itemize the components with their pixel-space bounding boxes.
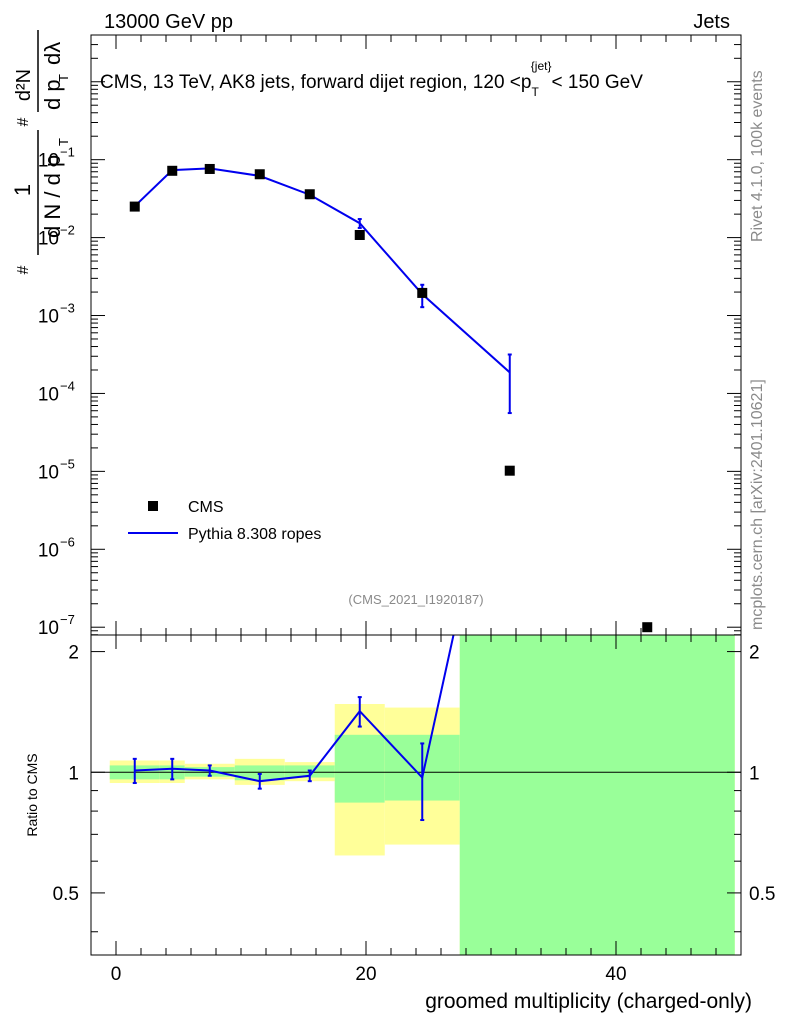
rivet-label: Rivet 4.1.0, 100k events xyxy=(749,70,766,242)
ratio-y-axis-label: Ratio to CMS xyxy=(24,753,40,836)
main-y-tick-label: 10 xyxy=(38,307,59,328)
ratio-band-green xyxy=(234,765,285,781)
ratio-x-tick-label: 0 xyxy=(111,964,122,985)
main-y-axis-label: # 1 d N / d p T # d²N d p T dλ xyxy=(10,30,71,274)
data-point xyxy=(129,201,140,212)
main-y-tick-label: 10 xyxy=(38,462,59,483)
data-series xyxy=(129,163,653,633)
ratio-y-tick-labels: 0.5 0.5 1 1 2 2 xyxy=(53,643,776,905)
ylabel-hash-2: # xyxy=(15,117,32,126)
data-point xyxy=(167,165,178,176)
chart-title-post: < 150 GeV xyxy=(552,72,644,93)
ratio-axis-ticks xyxy=(91,635,742,955)
ratio-y-tick-label: 2 xyxy=(68,643,79,664)
ylabel-dp: d p xyxy=(40,79,65,110)
analysis-watermark: (CMS_2021_I1920187) xyxy=(348,592,483,607)
main-y-tick-label: 10 xyxy=(38,229,59,250)
main-y-tick-label-exponent: −7 xyxy=(60,612,75,627)
ylabel-sub-T-2: T xyxy=(56,74,71,82)
ratio-y-tick-label: 0.5 xyxy=(53,884,79,905)
mc-line xyxy=(134,167,511,374)
data-point xyxy=(304,189,315,200)
ylabel-dN: d N / d p xyxy=(40,155,65,238)
main-y-tick-labels: 10−110−210−310−410−510−610−7 xyxy=(38,145,75,640)
main-y-tick-label-exponent: −2 xyxy=(60,223,75,238)
ratio-y-tick-label-right: 1 xyxy=(749,763,760,784)
chart-title-pre: CMS, 13 TeV, AK8 jets, forward dijet reg… xyxy=(100,72,531,93)
ratio-y-tick-label-right: 0.5 xyxy=(749,884,775,905)
energy-label: 13000 GeV pp xyxy=(104,11,233,33)
chart-title: CMS, 13 TeV, AK8 jets, forward dijet reg… xyxy=(100,59,643,99)
data-point xyxy=(417,287,428,298)
legend-label-data: CMS xyxy=(188,499,224,516)
ylabel-dlambda: dλ xyxy=(40,42,65,65)
main-y-tick-label-exponent: −3 xyxy=(60,301,75,316)
ratio-y-tick-label-right: 2 xyxy=(749,643,760,664)
ratio-x-tick-label: 40 xyxy=(605,964,626,985)
main-y-tick-label: 10 xyxy=(38,151,59,172)
ratio-y-tick-label: 1 xyxy=(68,763,79,784)
ratio-band-green xyxy=(334,734,385,803)
ylabel-d2N: d²N xyxy=(13,69,35,101)
ratio-x-tick-label: 20 xyxy=(355,964,376,985)
main-panel-frame xyxy=(90,34,742,636)
data-point xyxy=(642,622,653,633)
ratio-band-green xyxy=(459,635,735,955)
ratio-mc-line xyxy=(134,634,455,783)
data-point xyxy=(504,465,515,476)
main-axis-ticks xyxy=(91,35,742,636)
x-axis-label: groomed multiplicity (charged-only) xyxy=(425,990,752,1013)
mcplots-label: mcplots.cern.ch [arXiv:2401.10621] xyxy=(749,379,766,630)
chart-title-sup: {jet} xyxy=(531,59,552,73)
category-label: Jets xyxy=(693,11,730,33)
main-y-tick-label: 10 xyxy=(38,618,59,639)
main-y-tick-label-exponent: −1 xyxy=(60,145,75,160)
ylabel-hash-1: # xyxy=(15,265,32,274)
main-y-tick-label-exponent: −6 xyxy=(60,534,75,549)
ratio-x-tick-labels: 0 20 40 xyxy=(111,964,627,985)
legend: CMS Pythia 8.308 ropes xyxy=(128,499,321,543)
ylabel-sub-T-1: T xyxy=(56,138,71,146)
ylabel-one: 1 xyxy=(10,184,35,196)
data-point xyxy=(354,229,365,240)
data-point xyxy=(204,163,215,174)
chart-title-sub: T xyxy=(531,85,539,99)
ratio-uncertainty-bands xyxy=(109,635,735,955)
main-y-tick-label-exponent: −5 xyxy=(60,456,75,471)
mc-series xyxy=(132,166,512,415)
legend-marker-data xyxy=(148,501,158,511)
main-y-tick-label-exponent: −4 xyxy=(60,378,75,393)
main-y-tick-label: 10 xyxy=(38,540,59,561)
legend-label-mc: Pythia 8.308 ropes xyxy=(188,526,321,543)
main-y-tick-label: 10 xyxy=(38,384,59,405)
data-point xyxy=(254,169,265,180)
ratio-mc-series xyxy=(132,634,455,822)
